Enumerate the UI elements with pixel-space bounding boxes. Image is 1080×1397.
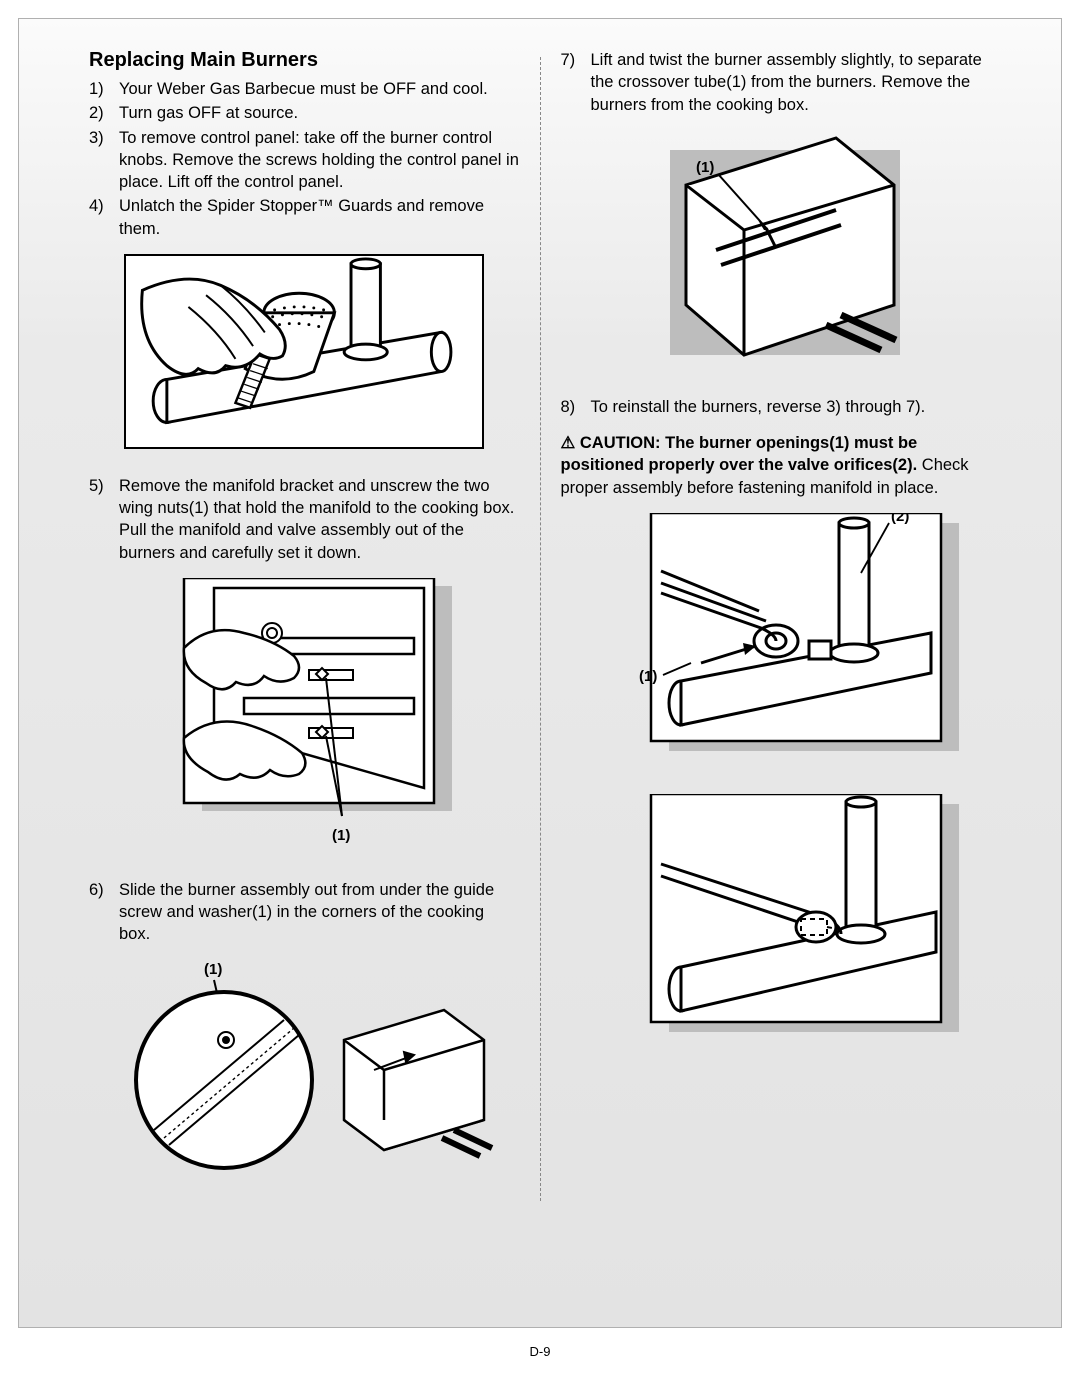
figure-spider-stopper [89,254,520,449]
step-7-list: 7)Lift and twist the burner assembly sli… [561,49,992,116]
figure-wing-nuts-svg: (1) [154,578,454,853]
step-2: 2)Turn gas OFF at source. [89,102,520,124]
step-7: 7)Lift and twist the burner assembly sli… [561,49,992,116]
figure-burner-orifice: (1) (2) [561,513,992,768]
step-8: 8)To reinstall the burners, reverse 3) t… [561,396,992,418]
caution-bold: CAUTION: The burner openings(1) must be … [561,434,918,474]
step-4: 4)Unlatch the Spider Stopper™ Guards and… [89,195,520,240]
step-5: 5)Remove the manifold bracket and unscre… [89,475,520,564]
figure-wing-nuts: (1) [89,578,520,853]
caution-block: ⚠ CAUTION: The burner openings(1) must b… [561,432,992,499]
left-column: Replacing Main Burners 1)Your Weber Gas … [49,49,540,1201]
two-column-layout: Replacing Main Burners 1)Your Weber Gas … [49,49,1031,1201]
fig4-callout: (1) [696,159,714,176]
figure-guide-screw: (1) [89,960,520,1175]
step-6-list: 6)Slide the burner assembly out from und… [89,879,520,946]
fig5-callout2: (2) [891,513,909,525]
section-title: Replacing Main Burners [89,49,520,72]
page-number: D-9 [18,1344,1062,1359]
step-5-list: 5)Remove the manifold bracket and unscre… [89,475,520,564]
page: Replacing Main Burners 1)Your Weber Gas … [0,0,1080,1397]
warning-icon: ⚠ [561,434,576,452]
figure-assembled-svg [591,794,961,1049]
step-6: 6)Slide the burner assembly out from und… [89,879,520,946]
step-3: 3)To remove control panel: take off the … [89,127,520,194]
step-1: 1)Your Weber Gas Barbecue must be OFF an… [89,78,520,100]
figure-assembled [561,794,992,1049]
figure-guide-screw-svg: (1) [114,960,494,1175]
fig2-callout: (1) [332,827,350,844]
figure-burner-orifice-svg: (1) (2) [591,513,961,768]
instruction-card: Replacing Main Burners 1)Your Weber Gas … [18,18,1062,1328]
fig5-callout1: (1) [639,668,657,685]
fig3-callout: (1) [204,961,222,978]
right-column: 7)Lift and twist the burner assembly sli… [541,49,1032,1201]
figure-spider-stopper-svg [124,254,484,449]
steps-1-4: 1)Your Weber Gas Barbecue must be OFF an… [89,78,520,240]
step-8-list: 8)To reinstall the burners, reverse 3) t… [561,396,992,418]
figure-lift-twist-svg: (1) [626,130,926,370]
figure-lift-twist: (1) [561,130,992,370]
